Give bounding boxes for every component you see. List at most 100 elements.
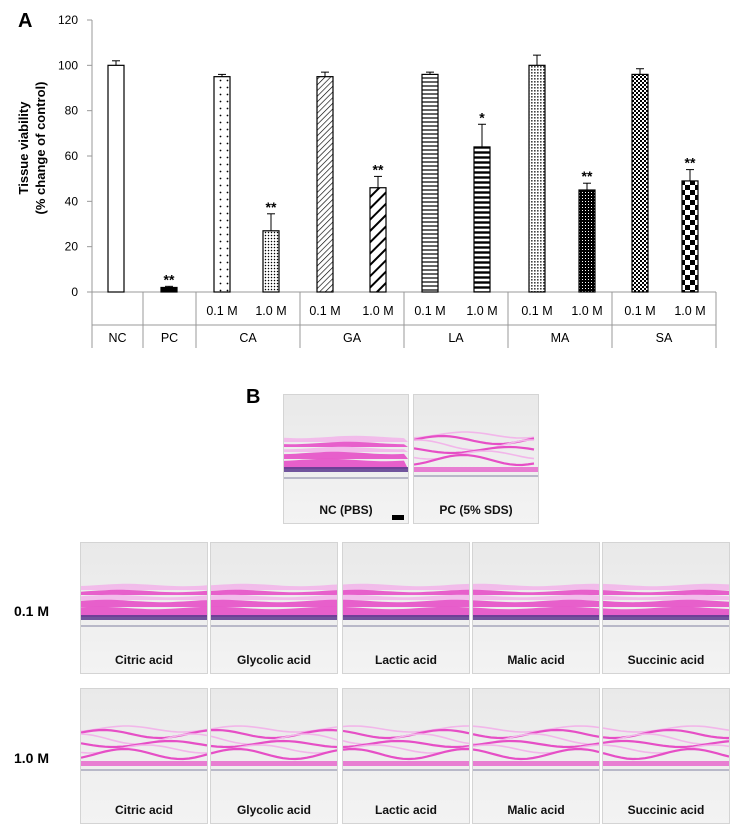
tile-caption: Citric acid [114,653,174,667]
delaminated-layer [81,739,207,749]
tissue-layer [603,599,729,607]
histology-image [343,583,469,627]
group-label-ca: CA [239,331,257,345]
histology-image [211,583,337,627]
y-tick-label: 80 [65,104,79,118]
residual-tissue-layer [81,761,207,766]
row-label-concentration: 1.0 M [14,750,50,766]
tissue-layer [284,446,408,452]
bar-la-10M [473,146,491,293]
residual-tissue-layer [414,467,538,472]
tissue-layer [211,594,337,600]
delaminated-layer [343,739,469,749]
y-axis-label-line1: Tissue viability [16,101,31,195]
group-label-nc: NC [108,331,126,345]
tissue-layer [211,583,337,590]
tile-0.1m-1: Glycolic acid [210,542,338,674]
concentration-label: 1.0 M [571,304,602,318]
tile-caption: PC (5% SDS) [439,503,513,517]
tissue-layer [343,606,469,617]
delaminated-layer [603,739,729,749]
y-tick-label: 60 [65,149,79,163]
membrane-line [343,625,469,627]
significance-marker: ** [582,168,593,184]
tile-caption: Glycolic acid [236,653,312,667]
bar-nc [107,64,125,293]
concentration-label: 1.0 M [362,304,393,318]
delaminated-layer [473,744,599,754]
histology-image [603,583,729,627]
tile-caption: Lactic acid [374,803,438,817]
bar-ca-10M [262,230,280,293]
residual-tissue-layer [603,761,729,766]
membrane-line [81,769,207,771]
y-tick-label: 100 [58,58,78,72]
y-tick-label: 20 [65,240,79,254]
tissue-layer [473,599,599,607]
bar-la-01M [421,73,439,293]
delaminated-layer [343,747,469,761]
tissue-layer [81,583,207,590]
tissue-layer [284,451,408,459]
tissue-layer [473,589,599,595]
histology-image [473,583,599,627]
tile-caption: Malic acid [507,653,565,667]
delaminated-layer [343,725,469,733]
tissue-layer [211,606,337,617]
significance-marker: ** [685,155,696,171]
histology-image [343,725,469,771]
membrane-line [603,769,729,771]
tissue-layer [603,606,729,617]
histology-image [211,725,337,771]
delaminated-layer [414,453,535,467]
tissue-layer [81,594,207,600]
residual-tissue-layer [211,761,337,766]
tile-1.0m-0: Citric acid [80,688,208,824]
significance-marker: ** [164,271,175,287]
bar-ca-01M [213,76,231,293]
tissue-layer [81,599,207,607]
tile-1.0m-4: Succinic acid [602,688,730,824]
tissue-layer [343,589,469,595]
tissue-layer [343,599,469,607]
tissue-layer [343,583,469,590]
tile-0.1m-4: Succinic acid [602,542,730,674]
concentration-label: 1.0 M [674,304,705,318]
tissue-layer [211,599,337,607]
delaminated-layer [414,450,535,460]
delaminated-layer [603,747,729,761]
tissue-layer [284,441,408,447]
group-label-la: LA [448,331,464,345]
tile-nc-pbs: NC (PBS) [283,394,409,524]
tissue-layer [603,589,729,595]
delaminated-layer [211,733,337,745]
tissue-layer [284,435,408,442]
group-label-sa: SA [656,331,673,345]
basal-nuclei-layer [81,615,207,620]
histology-image [473,725,599,771]
membrane-line [603,625,729,627]
membrane-line [473,769,599,771]
membrane-line [211,625,337,627]
concentration-label: 1.0 M [466,304,497,318]
bar-ga-10M [369,187,387,293]
delaminated-layer [211,739,337,749]
tile-caption: Glycolic acid [236,803,312,817]
membrane-line [81,625,207,627]
y-tick-label: 40 [65,194,79,208]
tile-0.1m-3: Malic acid [472,542,600,674]
tile-caption: Succinic acid [627,653,705,667]
tissue-layer [473,583,599,590]
histology-image [284,435,408,479]
basal-nuclei-layer [473,615,599,620]
tile-0.1m-2: Lactic acid [342,542,470,674]
histology-image [81,583,207,627]
delaminated-layer [81,725,207,733]
tile-1.0m-3: Malic acid [472,688,600,824]
concentration-label: 0.1 M [624,304,655,318]
membrane-line [473,625,599,627]
histology-image [81,725,207,771]
membrane-line [284,477,408,479]
tile-caption: Succinic acid [627,803,705,817]
concentration-label: 0.1 M [414,304,445,318]
